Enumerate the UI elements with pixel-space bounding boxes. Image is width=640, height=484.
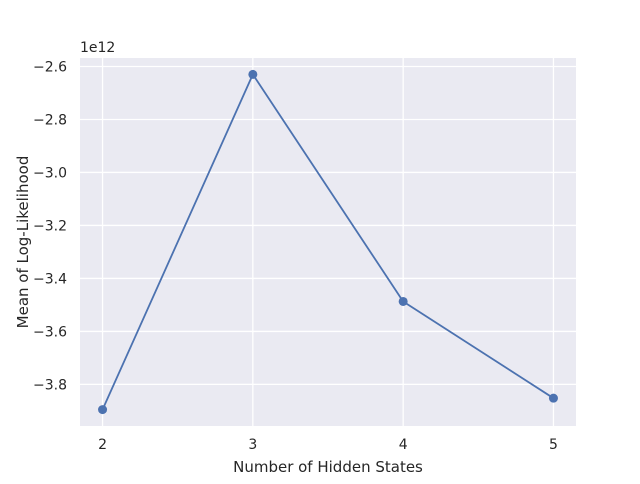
x-tick-label: 5: [549, 437, 558, 453]
y-tick-label: −3.4: [33, 271, 67, 287]
data-point-marker: [98, 405, 108, 415]
x-tick-label: 2: [98, 437, 107, 453]
y-tick-label: −3.2: [33, 218, 67, 234]
plot-area: [80, 58, 576, 426]
data-point-marker: [398, 296, 408, 306]
x-axis-label: Number of Hidden States: [233, 458, 423, 476]
grid-lines: [80, 58, 576, 426]
y-axis-offset-label: 1e12: [80, 40, 115, 56]
y-tick-label: −2.6: [33, 59, 67, 75]
series-line: [101, 73, 554, 410]
y-tick-label: −3.0: [33, 165, 67, 181]
data-markers: [98, 69, 558, 415]
tick-labels: −2.6 −2.8 −3.0 −3.2 −3.4 −3.6 −3.8 2 3 4 5: [33, 59, 558, 453]
y-tick-label: −3.8: [33, 377, 67, 393]
data-point-marker: [248, 69, 258, 79]
y-axis-label: Mean of Log-Likelihood: [14, 156, 32, 329]
data-point-marker: [548, 393, 558, 403]
x-tick-label: 3: [248, 437, 257, 453]
y-tick-label: −3.6: [33, 324, 67, 340]
y-tick-label: −2.8: [33, 112, 67, 128]
x-tick-label: 4: [399, 437, 408, 453]
series-polyline: [101, 73, 554, 410]
